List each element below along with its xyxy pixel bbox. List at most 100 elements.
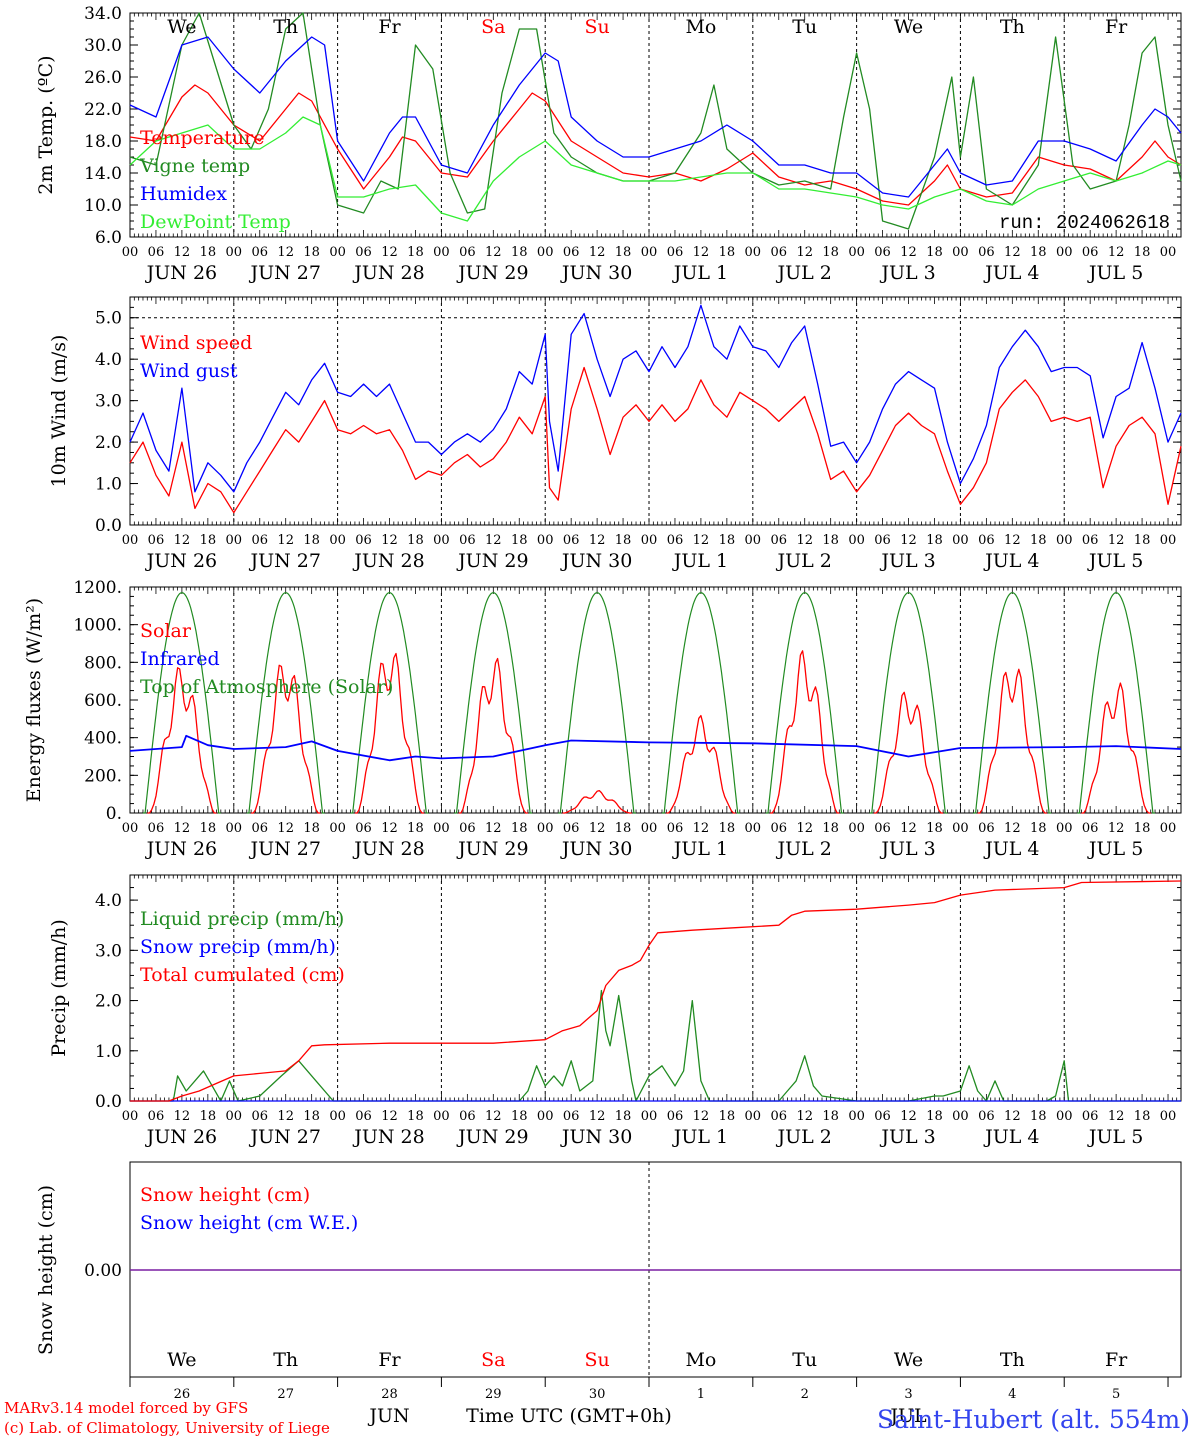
hour-tick-label: 18 — [822, 1109, 839, 1124]
y-tick-label: 2.0 — [95, 992, 122, 1012]
hour-tick-label: 18 — [719, 1109, 736, 1124]
day-number-label: 2 — [801, 1387, 809, 1402]
y-tick-label: 0.0 — [95, 516, 122, 536]
hour-tick-label: 00 — [848, 533, 865, 548]
hour-tick-label: 06 — [563, 821, 580, 836]
y-axis-title: Energy fluxes (W/m²) — [23, 598, 45, 802]
weekday-label: Sa — [481, 16, 505, 38]
hour-tick-label: 18 — [200, 533, 217, 548]
hour-tick-label: 12 — [693, 1109, 710, 1124]
hour-tick-label: 00 — [1160, 1109, 1177, 1124]
y-axis-title: Precip (mm/h) — [48, 919, 70, 1057]
hour-tick-label: 12 — [1004, 533, 1021, 548]
hour-tick-label: 06 — [459, 1109, 476, 1124]
series-toa-solar — [662, 592, 740, 814]
series-wind-speed — [129, 366, 1182, 514]
hour-tick-label: 18 — [1030, 245, 1047, 260]
legend-entry: Humidex — [140, 183, 227, 205]
day-label: JUN 29 — [456, 1126, 528, 1148]
hour-tick-label: 06 — [563, 1109, 580, 1124]
series-toa-solar — [973, 592, 1052, 814]
legend-entry: Wind speed — [140, 332, 252, 354]
hour-tick-label: 18 — [200, 1109, 217, 1124]
y-tick-label: 0.0 — [95, 1092, 122, 1112]
series-solar — [666, 714, 736, 814]
month-label: JUL — [888, 1405, 927, 1427]
day-label: JUN 29 — [456, 838, 528, 860]
run-label: run: 2024062618 — [999, 212, 1170, 234]
hour-tick-label: 06 — [148, 533, 165, 548]
hour-tick-label: 18 — [615, 533, 632, 548]
hour-tick-label: 18 — [303, 245, 320, 260]
series-infrared — [129, 734, 1182, 762]
y-tick-label: 1.0 — [95, 1042, 122, 1062]
hour-tick-label: 06 — [1082, 245, 1099, 260]
hour-tick-label: 00 — [952, 821, 969, 836]
hour-tick-label: 00 — [122, 821, 139, 836]
legend-entry: Wind gust — [140, 360, 238, 382]
hour-tick-label: 00 — [1056, 1109, 1073, 1124]
hour-tick-label: 00 — [226, 245, 243, 260]
weekday-label: Th — [1000, 16, 1025, 38]
weekday-label: Fr — [378, 1349, 401, 1371]
hour-tick-label: 00 — [1056, 533, 1073, 548]
hour-tick-label: 18 — [926, 533, 943, 548]
hour-tick-label: 06 — [355, 821, 372, 836]
day-label: JUL 4 — [983, 1126, 1039, 1148]
panel-0-frame — [129, 12, 1182, 238]
hour-tick-label: 18 — [615, 821, 632, 836]
day-number-label: 4 — [1008, 1387, 1016, 1402]
y-tick-label: 3.0 — [95, 392, 122, 412]
hour-tick-label: 18 — [719, 821, 736, 836]
panel-1-frame — [129, 296, 1182, 526]
day-label: JUN 27 — [248, 838, 320, 860]
y-tick-label: 1200. — [73, 578, 122, 598]
series-temperature — [129, 84, 1182, 206]
hour-tick-label: 00 — [433, 245, 450, 260]
hour-tick-label: 06 — [355, 245, 372, 260]
y-tick-label: 18.0 — [84, 132, 122, 152]
legend-entry: Top of Atmosphere (Solar) — [140, 676, 393, 698]
hour-tick-label: 00 — [745, 1109, 762, 1124]
hour-tick-label: 06 — [770, 245, 787, 260]
weekday-label: Su — [584, 1349, 609, 1371]
hour-tick-label: 12 — [693, 533, 710, 548]
series-solar — [977, 668, 1047, 814]
y-tick-label: 0. — [106, 804, 122, 824]
hour-tick-label: 12 — [900, 1109, 917, 1124]
hour-tick-label: 18 — [1134, 1109, 1151, 1124]
y-tick-label: 1.0 — [95, 475, 122, 495]
hour-tick-label: 06 — [667, 533, 684, 548]
day-label: JUL 1 — [672, 838, 728, 860]
series-liquid-precip — [130, 989, 1181, 1102]
day-label: JUL 2 — [776, 1126, 832, 1148]
hour-tick-label: 12 — [1108, 533, 1125, 548]
day-label: JUL 5 — [1087, 838, 1143, 860]
series-toa-solar — [869, 592, 948, 814]
day-label: JUL 1 — [672, 1126, 728, 1148]
hour-tick-label: 12 — [589, 821, 606, 836]
series-solar — [873, 691, 944, 814]
hour-tick-label: 18 — [407, 821, 424, 836]
legend-entry: Temperature — [140, 127, 264, 149]
hour-tick-label: 12 — [900, 821, 917, 836]
hour-tick-label: 18 — [1134, 533, 1151, 548]
series-solar — [354, 652, 425, 814]
weekday-label: We — [894, 16, 923, 38]
y-tick-label: 22.0 — [84, 100, 122, 120]
y-tick-label: 3.0 — [95, 941, 122, 961]
hour-tick-label: 06 — [251, 821, 268, 836]
hour-tick-label: 00 — [848, 1109, 865, 1124]
hour-tick-label: 06 — [770, 533, 787, 548]
hour-tick-label: 06 — [563, 533, 580, 548]
day-number-label: 29 — [485, 1387, 502, 1402]
weekday-label: We — [894, 1349, 923, 1371]
series-total-cumulated — [130, 880, 1182, 1102]
series-solar — [1081, 682, 1151, 814]
hour-tick-label: 12 — [485, 533, 502, 548]
hour-tick-label: 00 — [122, 1109, 139, 1124]
y-tick-label: 6.0 — [95, 228, 122, 248]
hour-tick-label: 00 — [641, 245, 658, 260]
hour-tick-label: 06 — [1082, 533, 1099, 548]
hour-tick-label: 00 — [122, 533, 139, 548]
